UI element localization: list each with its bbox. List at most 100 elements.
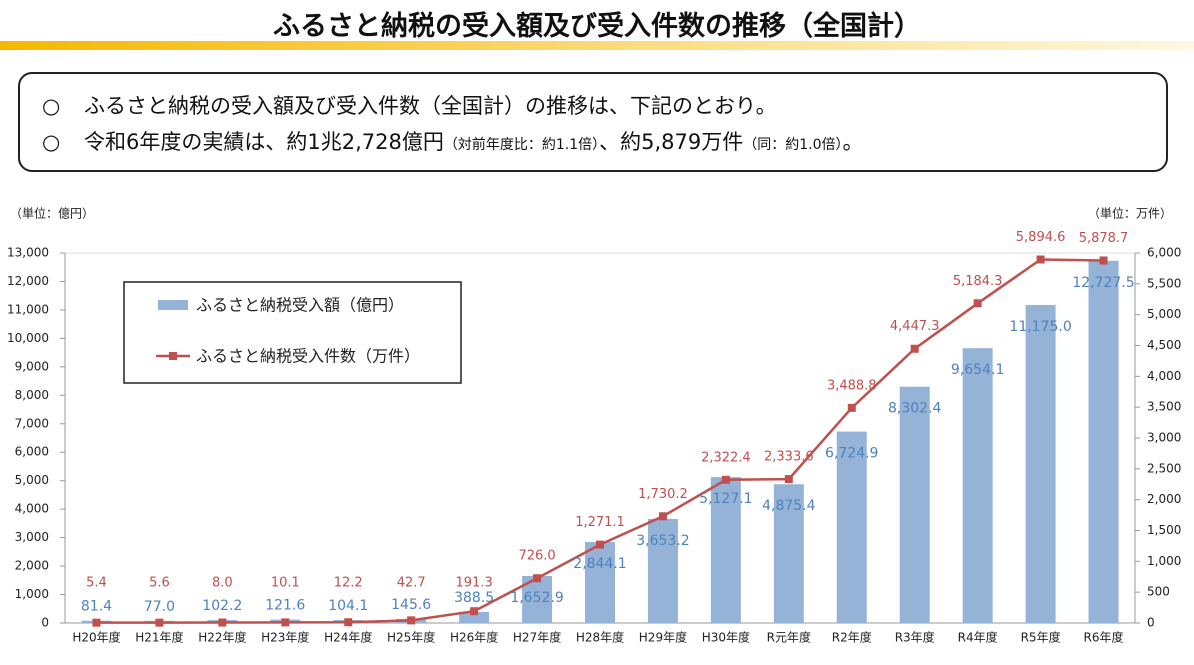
y2-unit: （単位：万件）	[1088, 206, 1172, 221]
y2-tick-label: 4,500	[1147, 338, 1181, 352]
x-tick-label: H30年度	[702, 630, 750, 645]
line-marker	[721, 475, 730, 484]
bar-value-label: 81.4	[81, 599, 112, 615]
bar	[647, 519, 678, 623]
line-value-label: 12.2	[334, 576, 363, 591]
line-marker	[344, 618, 353, 627]
line-marker	[658, 512, 667, 521]
y-tick-label: 3,000	[15, 530, 49, 544]
line-marker	[407, 616, 416, 625]
bar-value-label: 77.0	[144, 599, 175, 615]
bar	[1088, 260, 1119, 623]
bar-value-label: 4,875.4	[762, 498, 816, 514]
bar-value-label: 388.5	[454, 590, 494, 606]
y-tick-label: 6,000	[15, 445, 49, 459]
line-marker	[92, 618, 101, 627]
line-marker	[910, 344, 919, 353]
bullet: ○	[42, 94, 61, 118]
bar-value-label: 121.6	[265, 598, 305, 614]
line-value-label: 5,184.3	[953, 274, 1003, 289]
legend	[123, 281, 462, 384]
y2-tick-label: 1,000	[1147, 554, 1181, 568]
x-tick-label: H24年度	[324, 630, 372, 645]
x-tick-label: R元年度	[767, 630, 811, 645]
bar	[1025, 304, 1056, 623]
legend-swatch	[169, 352, 177, 360]
y-unit: （単位：億円）	[10, 206, 94, 221]
line-value-label: 1,271.1	[575, 515, 625, 530]
y-tick-label: 0	[41, 616, 49, 630]
x-tick-label: H23年度	[261, 630, 309, 645]
y2-tick-label: 2,500	[1147, 461, 1181, 475]
bar-value-label: 102.2	[202, 598, 242, 614]
summary-line: ○ 令和6年度の実績は、約1兆2,728億円（対前年度比：約1.1倍）、約5,87…	[42, 124, 1166, 163]
line-value-label: 5,894.6	[1016, 230, 1066, 245]
x-tick-label: H27年度	[513, 630, 561, 645]
bar-value-label: 1,652.9	[510, 590, 563, 606]
line-marker	[218, 618, 227, 627]
y-tick-label: 7,000	[15, 416, 49, 430]
y-tick-label: 2,000	[15, 559, 49, 573]
x-tick-label: H28年度	[576, 630, 624, 645]
line-marker	[1099, 256, 1108, 265]
line-value-label: 8.0	[212, 576, 233, 591]
y-tick-label: 13,000	[7, 246, 49, 260]
line-marker	[533, 574, 542, 583]
legend-label: ふるさと納税受入額（億円）	[196, 296, 404, 315]
legend-swatch	[158, 300, 188, 310]
line-value-label: 5.4	[86, 576, 107, 591]
line-value-label: 2,322.4	[701, 450, 751, 465]
line-value-label: 5,878.7	[1079, 231, 1129, 246]
y2-tick-label: 6,000	[1147, 246, 1181, 260]
line-marker	[784, 475, 793, 484]
summary-text: 、約5,879万件	[599, 130, 744, 154]
y2-tick-label: 3,500	[1147, 400, 1181, 414]
x-tick-label: H22年度	[198, 630, 246, 645]
summary-text: 令和6年度の実績は、約1兆2,728億円	[84, 130, 444, 154]
line-marker	[1036, 255, 1045, 264]
summary-text: （対前年度比：約1.1倍）	[443, 137, 600, 153]
line-value-label: 1,730.2	[638, 487, 688, 502]
y2-tick-label: 2,000	[1147, 492, 1181, 506]
x-tick-label: R6年度	[1084, 630, 1124, 645]
bar	[836, 431, 867, 623]
y-tick-label: 11,000	[7, 302, 49, 316]
y2-tick-label: 0	[1147, 616, 1155, 630]
x-tick-label: R3年度	[895, 630, 935, 645]
x-tick-label: R5年度	[1021, 630, 1061, 645]
y-tick-label: 9,000	[15, 359, 49, 373]
line-value-label: 42.7	[397, 576, 426, 591]
x-tick-label: H25年度	[387, 630, 435, 645]
bar-value-label: 145.6	[391, 597, 431, 613]
y-tick-label: 12,000	[7, 274, 49, 288]
bar	[962, 348, 993, 623]
line-value-label: 4,447.3	[890, 319, 940, 334]
bar-value-label: 8,302.4	[888, 401, 942, 417]
summary-text: 。	[842, 130, 864, 154]
bar-value-label: 12,727.5	[1072, 275, 1134, 291]
x-tick-label: H29年度	[639, 630, 687, 645]
x-tick-label: H21年度	[135, 630, 183, 645]
line-marker	[281, 618, 290, 627]
line-value-label: 726.0	[518, 549, 555, 564]
y-tick-label: 1,000	[15, 587, 49, 601]
bar-value-label: 6,724.9	[825, 446, 878, 462]
summary-text: （同：約1.0倍）	[743, 137, 843, 153]
line-marker	[470, 607, 479, 616]
y2-tick-label: 5,500	[1147, 276, 1181, 290]
y2-tick-label: 3,000	[1147, 431, 1181, 445]
bar	[899, 386, 930, 623]
bar	[710, 477, 741, 623]
bullet: ○	[42, 130, 61, 154]
summary-line: ○ ふるさと納税の受入額及び受入件数（全国計）の推移は、下記のとおり。	[42, 88, 1166, 124]
line-value-label: 191.3	[456, 576, 493, 591]
line-marker	[973, 299, 982, 308]
y-tick-label: 4,000	[15, 502, 49, 516]
bar-value-label: 104.1	[328, 598, 368, 614]
bar-value-label: 9,654.1	[951, 362, 1004, 378]
line-value-label: 2,333.6	[764, 450, 814, 465]
x-tick-label: R2年度	[832, 630, 872, 645]
y2-tick-label: 500	[1147, 585, 1170, 599]
